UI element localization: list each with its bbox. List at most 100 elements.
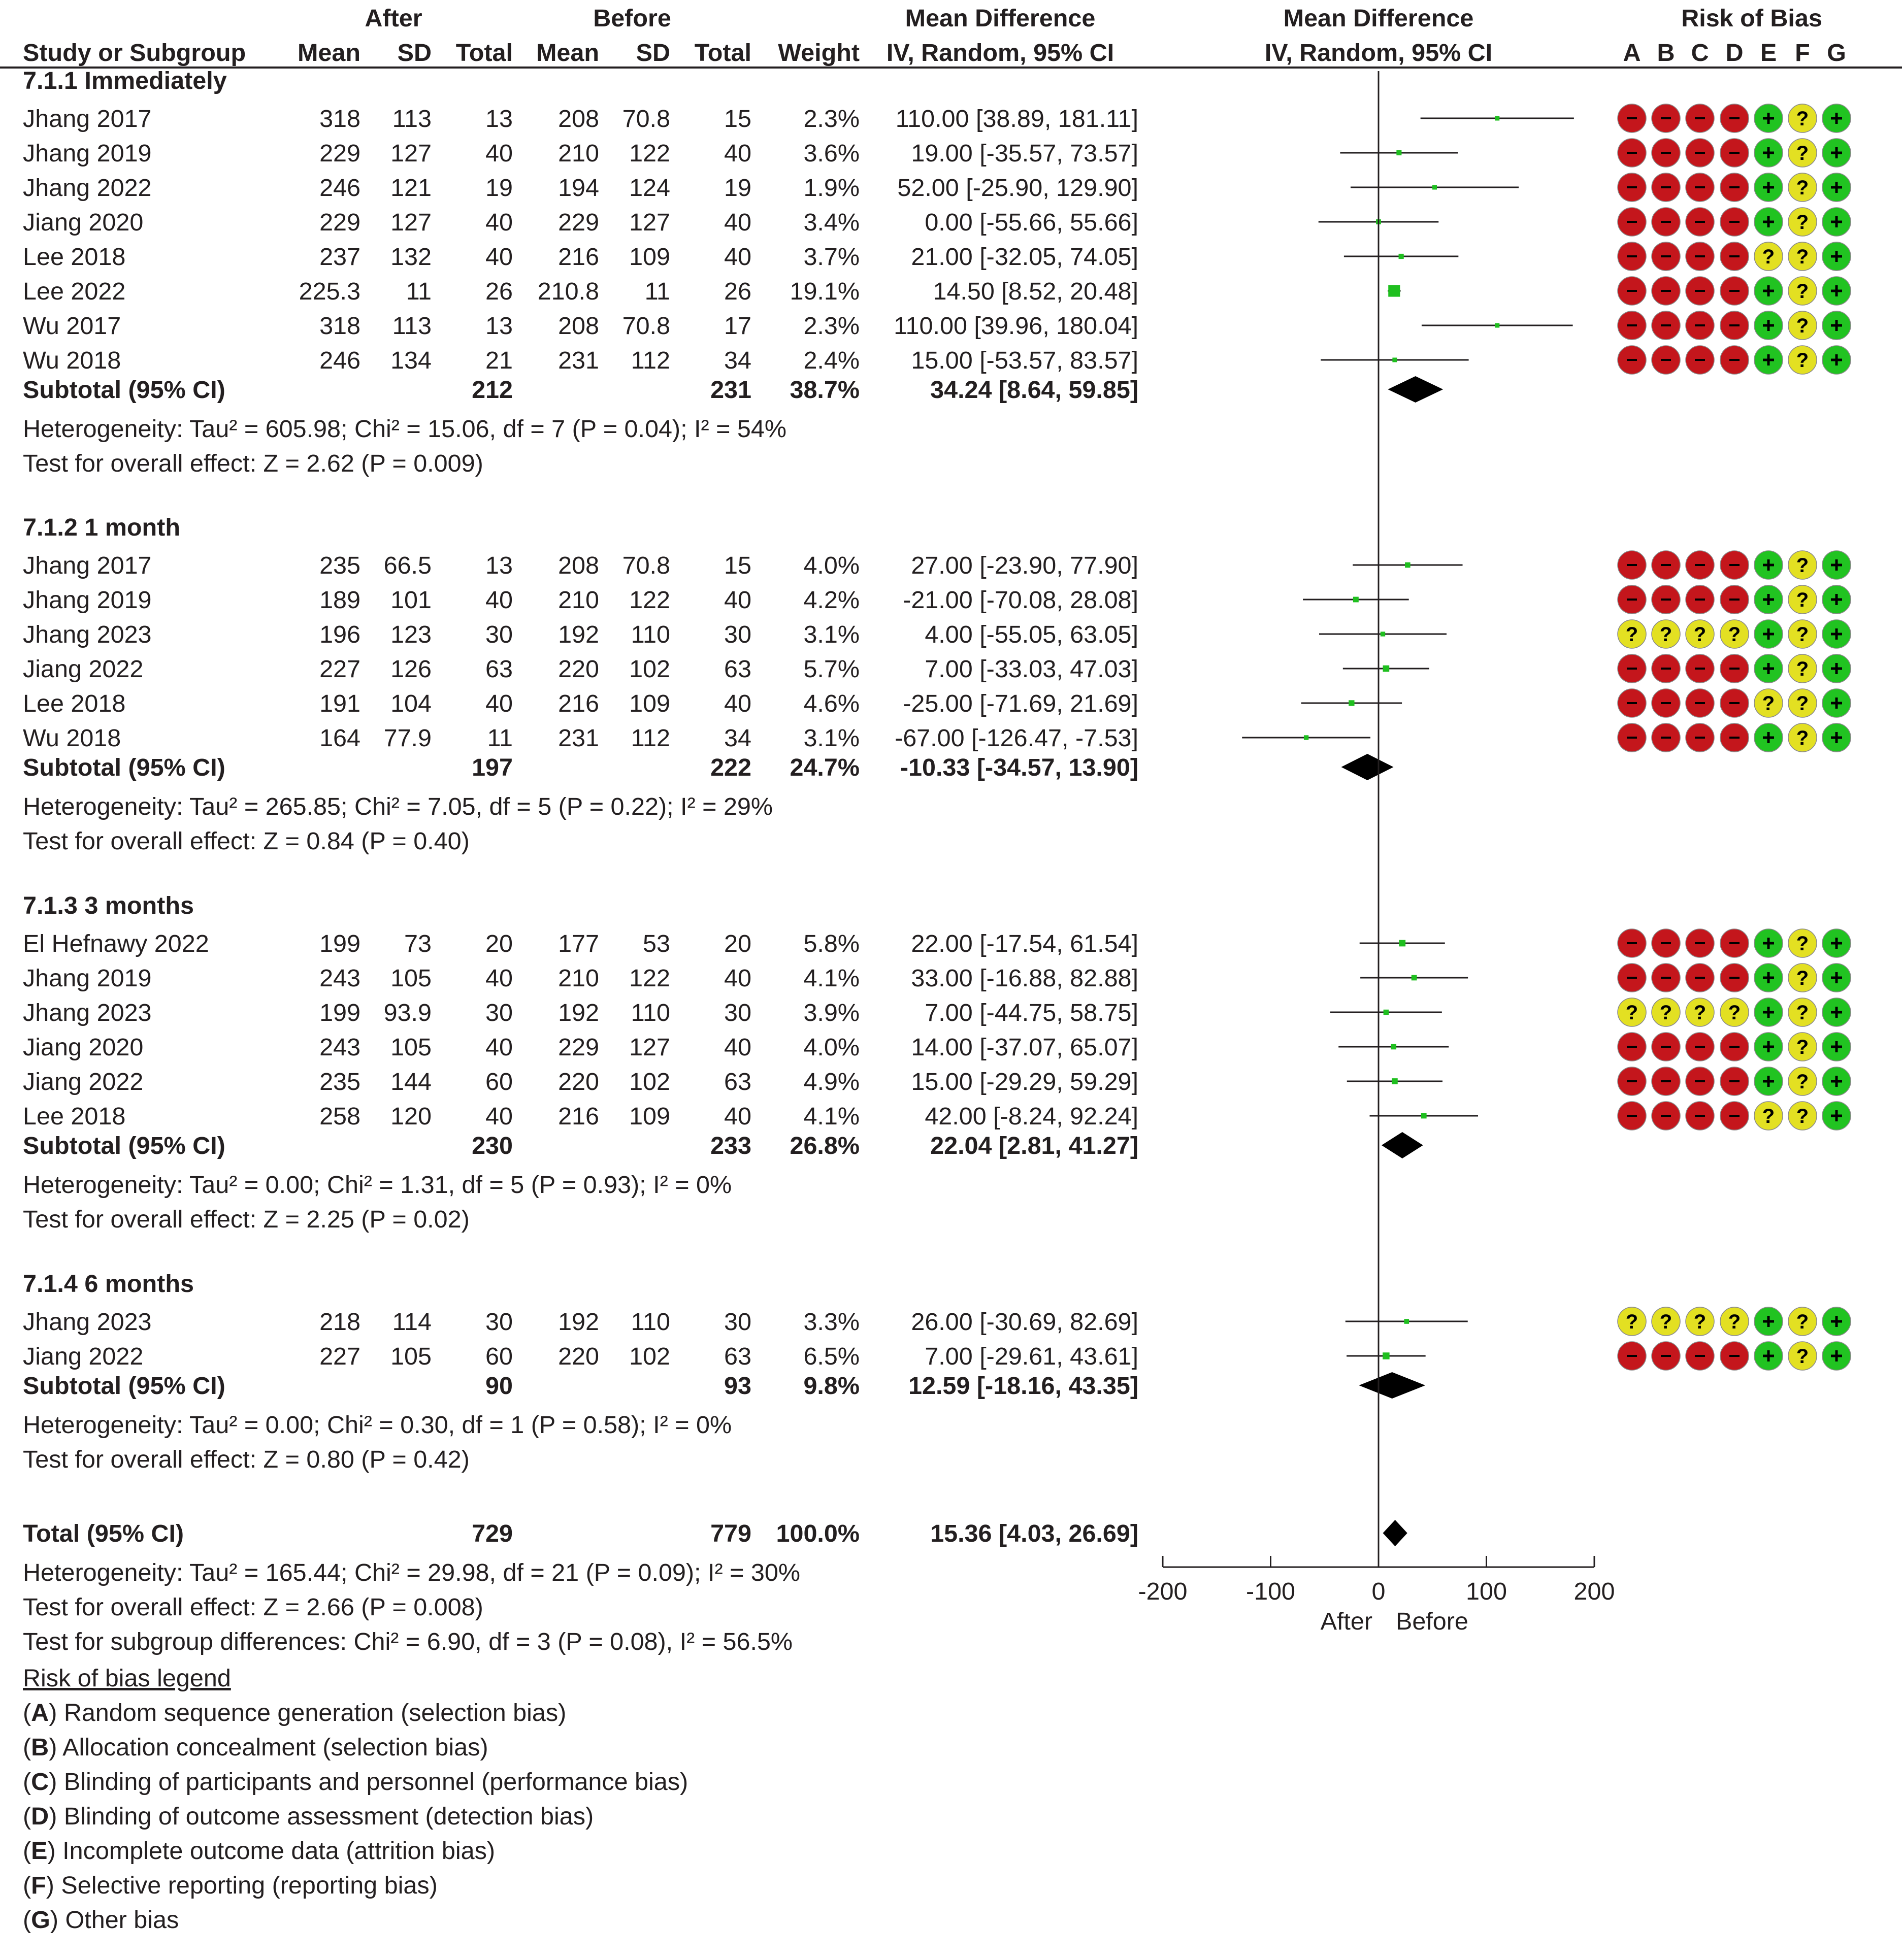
bias-f-question-icon: ? (1796, 554, 1809, 577)
before-mean-value: 231 (558, 724, 599, 752)
bias-e-question-icon: ? (1762, 246, 1775, 268)
before-total-value: 63 (724, 1068, 751, 1095)
ci-value: -21.00 [-70.08, 28.08] (903, 586, 1138, 614)
bias-f-question-icon: ? (1796, 1036, 1809, 1058)
header-group-md-table: Mean Difference (905, 5, 1096, 32)
subtotal-after-total: 212 (472, 376, 513, 404)
total-label: Total (95% CI) (23, 1520, 184, 1547)
header-group-after: After (365, 5, 422, 32)
study-name: Jhang 2017 (23, 105, 152, 132)
header-before-total: Total (695, 39, 751, 67)
bias-b-question-icon: ? (1660, 623, 1672, 646)
before-mean-value: 192 (558, 999, 599, 1026)
ci-value: 110.00 [39.96, 180.04] (894, 312, 1138, 340)
before-mean-value: 229 (558, 209, 599, 236)
study-name: Lee 2018 (23, 1103, 125, 1130)
after-mean-value: 235 (319, 1068, 360, 1095)
before-mean-value: 210 (558, 965, 599, 992)
subtotal-weight: 38.7% (790, 376, 860, 404)
subgroup-differences-text: Test for subgroup differences: Chi² = 6.… (23, 1628, 793, 1655)
before-mean-value: 177 (558, 930, 599, 957)
bias-b (1651, 998, 1681, 1027)
subtotal-label: Subtotal (95% CI) (23, 1132, 225, 1159)
subtotal-before-total: 93 (724, 1372, 751, 1400)
overall-effect-text: Test for overall effect: Z = 2.62 (P = 0… (23, 450, 483, 477)
bias-e (1754, 1101, 1783, 1131)
study-name: El Hefnawy 2022 (23, 930, 209, 957)
ci-value: 33.00 [-16.88, 82.88] (911, 965, 1138, 992)
bias-a-question-icon: ? (1626, 1311, 1638, 1333)
bias-legend-key: A (31, 1699, 49, 1726)
bias-c-question-icon: ? (1694, 1311, 1706, 1333)
after-total-value: 60 (485, 1068, 513, 1095)
before-mean-value: 220 (558, 1068, 599, 1095)
before-sd-value: 109 (629, 243, 670, 271)
bias-f (1788, 173, 1817, 202)
header-after-sd: SD (398, 39, 432, 67)
before-sd-value: 122 (629, 965, 670, 992)
bias-legend-item: (F) Selective reporting (reporting bias) (23, 1872, 438, 1899)
bias-legend-open-paren: ( (23, 1734, 31, 1761)
bias-e (1754, 242, 1783, 271)
bias-f (1788, 311, 1817, 340)
before-mean-value: 220 (558, 655, 599, 683)
ci-value: 14.00 [-37.07, 65.07] (911, 1034, 1138, 1061)
ci-value: 19.00 [-35.57, 73.57] (911, 140, 1138, 167)
before-total-value: 40 (724, 965, 751, 992)
header-group-before: Before (593, 5, 671, 32)
ci-value: 22.00 [-17.54, 61.54] (911, 930, 1138, 957)
before-mean-value: 208 (558, 105, 599, 132)
before-mean-value: 216 (558, 243, 599, 271)
before-sd-value: 102 (629, 1068, 670, 1095)
after-total-value: 21 (485, 347, 513, 374)
effect-square (1392, 1078, 1398, 1084)
header-bias-e: E (1760, 39, 1777, 67)
after-sd-value: 93.9 (384, 999, 432, 1026)
bias-legend-text: ) Incomplete outcome data (attrition bia… (48, 1837, 496, 1865)
study-name: Jhang 2023 (23, 621, 152, 648)
bias-legend-item: (G) Other bias (23, 1906, 179, 1934)
before-total-value: 40 (724, 690, 751, 717)
after-sd-value: 101 (390, 586, 432, 614)
ci-value: 7.00 [-44.75, 58.75] (925, 999, 1138, 1026)
study-name: Jhang 2017 (23, 552, 152, 579)
bias-f-question-icon: ? (1796, 658, 1809, 680)
weight-value: 3.1% (803, 621, 860, 648)
subtotal-ci: 12.59 [-18.16, 43.35] (908, 1372, 1138, 1400)
subtotal-after-total: 197 (472, 754, 513, 781)
after-mean-value: 225.3 (299, 278, 360, 305)
after-mean-value: 229 (319, 140, 360, 167)
after-mean-value: 199 (319, 999, 360, 1026)
after-mean-value: 227 (319, 1343, 360, 1370)
before-sd-value: 127 (629, 1034, 670, 1061)
effect-square (1405, 562, 1411, 568)
bias-c (1685, 1307, 1715, 1336)
bias-f-question-icon: ? (1796, 1105, 1809, 1127)
effect-square (1432, 185, 1437, 190)
ci-value: 7.00 [-29.61, 43.61] (925, 1343, 1138, 1370)
bias-f (1788, 723, 1817, 752)
after-sd-value: 66.5 (384, 552, 432, 579)
after-mean-value: 243 (319, 965, 360, 992)
subtotal-diamond (1388, 376, 1444, 403)
effect-square (1383, 1352, 1390, 1359)
ci-value: 0.00 [-55.66, 55.66] (925, 209, 1138, 236)
ci-value: -25.00 [-71.69, 21.69] (903, 690, 1138, 717)
bias-d-question-icon: ? (1728, 623, 1741, 646)
before-total-value: 40 (724, 140, 751, 167)
bias-legend-key: F (31, 1872, 46, 1899)
subtotal-weight: 24.7% (790, 754, 860, 781)
heterogeneity-text: Heterogeneity: Tau² = 0.00; Chi² = 0.30,… (23, 1411, 732, 1439)
bias-a (1617, 998, 1647, 1027)
effect-square (1391, 1044, 1397, 1050)
header-after-total: Total (456, 39, 513, 67)
before-total-value: 63 (724, 655, 751, 683)
bias-legend-open-paren: ( (23, 1872, 31, 1899)
after-sd-value: 104 (390, 690, 432, 717)
weight-value: 3.3% (803, 1308, 860, 1336)
weight-value: 5.7% (803, 655, 860, 683)
before-total-value: 15 (724, 105, 751, 132)
bias-f (1788, 207, 1817, 237)
before-sd-value: 102 (629, 1343, 670, 1370)
